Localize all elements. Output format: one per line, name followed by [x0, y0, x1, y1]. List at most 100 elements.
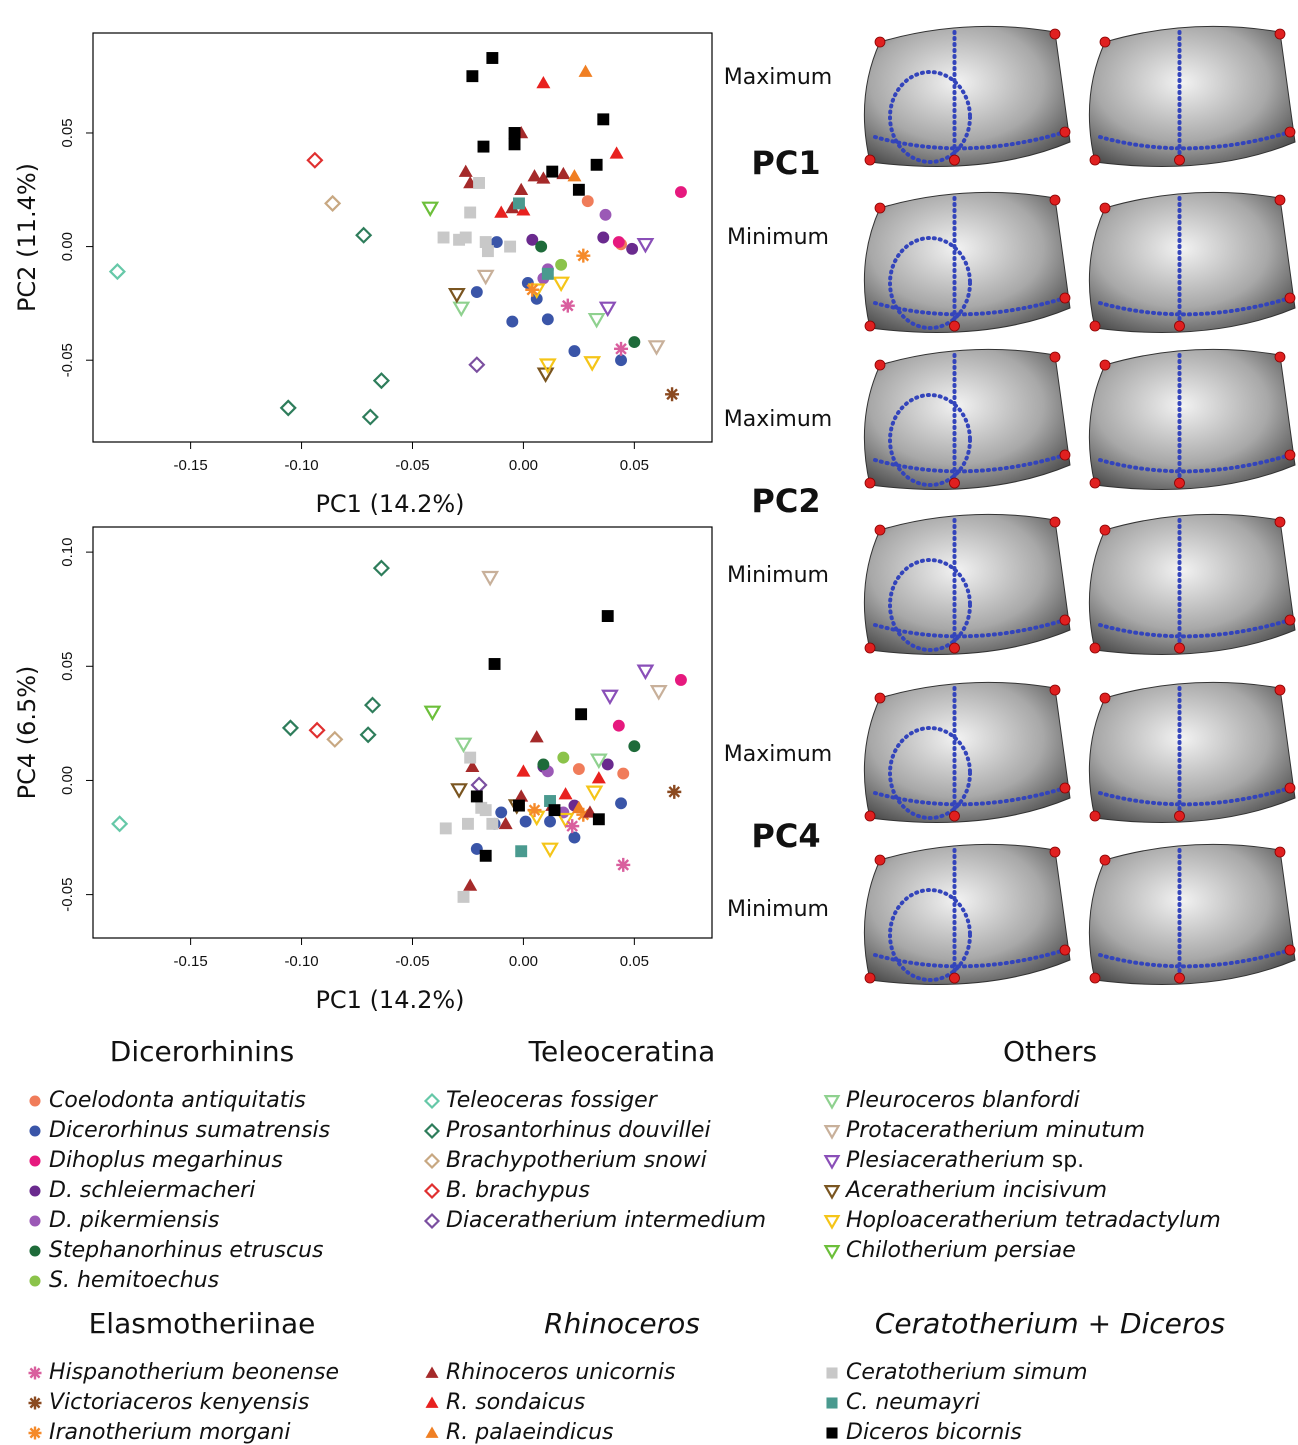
point: [587, 312, 606, 329]
point: [363, 696, 382, 714]
point: [514, 789, 529, 802]
point: [615, 797, 627, 810]
bone-model: [1088, 513, 1296, 655]
landmark: [1099, 359, 1111, 371]
legend-entry: D. pikermiensis: [49, 1208, 219, 1233]
legend-marker: [823, 1155, 841, 1170]
point: [599, 208, 612, 221]
legend-marker: [29, 1095, 41, 1107]
point: [544, 815, 556, 828]
landmark: [1284, 292, 1296, 304]
landmark: [1174, 320, 1185, 332]
point: [601, 758, 614, 771]
landmark-curve: [873, 618, 1067, 639]
landmark-curve: [888, 558, 972, 652]
max-label: Maximum: [724, 65, 832, 90]
landmark: [1274, 351, 1286, 363]
landmark: [949, 477, 960, 489]
landmark: [874, 854, 886, 866]
point: [519, 815, 532, 828]
landmark: [1049, 846, 1061, 858]
point: [628, 336, 641, 348]
point: [571, 800, 586, 814]
landmark: [1174, 642, 1185, 654]
landmark: [1059, 782, 1071, 794]
point: [601, 689, 619, 706]
landmark-curve: [873, 786, 1067, 807]
point: [527, 169, 542, 182]
point: [464, 206, 477, 219]
landmark: [864, 477, 876, 489]
point: [552, 276, 571, 293]
landmark-curve: [888, 393, 972, 487]
max-label: Maximum: [724, 407, 832, 432]
point: [548, 804, 561, 817]
landmark: [949, 320, 960, 332]
landmark-curve: [873, 296, 1067, 317]
y-tick-label: 0.05: [59, 652, 76, 681]
point: [361, 408, 379, 426]
point: [598, 301, 617, 318]
legend-marker: [423, 1092, 441, 1110]
point: [535, 240, 548, 253]
point: [636, 237, 655, 254]
legend-entry: Chilotherium persiae: [846, 1238, 1076, 1263]
legend-group-title: Dicerorhinins: [110, 1035, 294, 1068]
legend-marker: [823, 1245, 841, 1260]
point: [589, 753, 608, 770]
landmark: [1174, 972, 1185, 984]
point: [612, 236, 625, 248]
point: [572, 763, 585, 775]
legend-entry: Plesiaceratherium sp.: [846, 1148, 1084, 1173]
landmark: [1274, 516, 1286, 528]
point: [454, 737, 473, 754]
point: [516, 764, 531, 777]
point: [541, 267, 554, 280]
x-tick-label: 0.05: [620, 953, 649, 970]
landmark: [1284, 449, 1296, 461]
point: [470, 790, 483, 803]
legend-group-title: Teleoceratina: [528, 1035, 716, 1068]
landmark: [1284, 944, 1296, 956]
landmark: [1089, 477, 1101, 489]
landmark: [864, 154, 876, 166]
point: [324, 194, 342, 212]
legend-entry: Hoploaceratherium tetradactylum: [846, 1208, 1221, 1233]
point: [568, 831, 581, 844]
x-tick-label: -0.10: [284, 457, 318, 474]
point: [626, 242, 639, 255]
plot-frame: [92, 32, 713, 443]
point: [612, 719, 625, 732]
landmark: [1274, 194, 1286, 206]
point: [674, 186, 687, 199]
landmark: [1059, 126, 1071, 138]
point: [541, 313, 554, 326]
landmark-curve: [888, 726, 972, 820]
x-tick-label: -0.10: [284, 953, 318, 970]
landmark: [1274, 684, 1286, 696]
y-tick-label: 0.10: [59, 538, 76, 567]
legend-entry: Hispanotherium beonense: [49, 1360, 339, 1385]
landmark: [864, 642, 876, 654]
point: [355, 226, 373, 244]
min-label: Minimum: [727, 225, 829, 250]
legend-entry: Ceratotherium simum: [846, 1360, 1088, 1385]
landmark: [864, 810, 876, 822]
legend-marker: [425, 1426, 439, 1438]
landmark: [864, 320, 876, 332]
legend-entry: Prosantorhinus douvillei: [446, 1118, 711, 1143]
legend-entry: Protaceratherium minutum: [846, 1118, 1145, 1143]
point: [583, 356, 602, 372]
landmark: [1284, 614, 1296, 626]
point: [465, 759, 480, 772]
point: [581, 195, 594, 208]
landmark: [949, 642, 960, 654]
point: [486, 52, 499, 64]
landmark-curve: [888, 70, 972, 164]
point: [576, 807, 591, 822]
landmark: [874, 524, 886, 536]
landmark: [949, 972, 960, 984]
point: [572, 183, 585, 196]
point: [359, 726, 377, 744]
point: [279, 399, 297, 417]
